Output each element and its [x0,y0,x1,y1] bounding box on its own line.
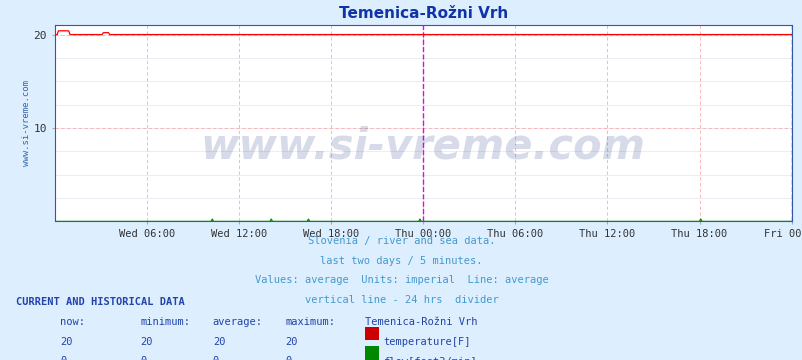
Text: temperature[F]: temperature[F] [383,337,470,347]
Text: 0: 0 [285,356,291,360]
Text: vertical line - 24 hrs  divider: vertical line - 24 hrs divider [304,295,498,305]
Text: CURRENT AND HISTORICAL DATA: CURRENT AND HISTORICAL DATA [16,297,184,307]
Text: 0: 0 [140,356,147,360]
Text: Temenica-Rožni Vrh: Temenica-Rožni Vrh [365,317,477,327]
Text: now:: now: [60,317,85,327]
Text: flow[foot3/min]: flow[foot3/min] [383,356,476,360]
Text: Values: average  Units: imperial  Line: average: Values: average Units: imperial Line: av… [254,275,548,285]
Text: average:: average: [213,317,262,327]
Text: maximum:: maximum: [285,317,334,327]
Y-axis label: www.si-vreme.com: www.si-vreme.com [22,80,30,166]
Text: 0: 0 [213,356,219,360]
Text: 20: 20 [140,337,153,347]
Text: 20: 20 [60,337,73,347]
Text: minimum:: minimum: [140,317,190,327]
Text: 20: 20 [213,337,225,347]
Text: last two days / 5 minutes.: last two days / 5 minutes. [320,256,482,266]
Text: 0: 0 [60,356,67,360]
Text: 20: 20 [285,337,298,347]
Text: Slovenia / river and sea data.: Slovenia / river and sea data. [307,236,495,246]
Text: www.si-vreme.com: www.si-vreme.com [200,126,645,168]
Title: Temenica-Rožni Vrh: Temenica-Rožni Vrh [338,6,507,21]
